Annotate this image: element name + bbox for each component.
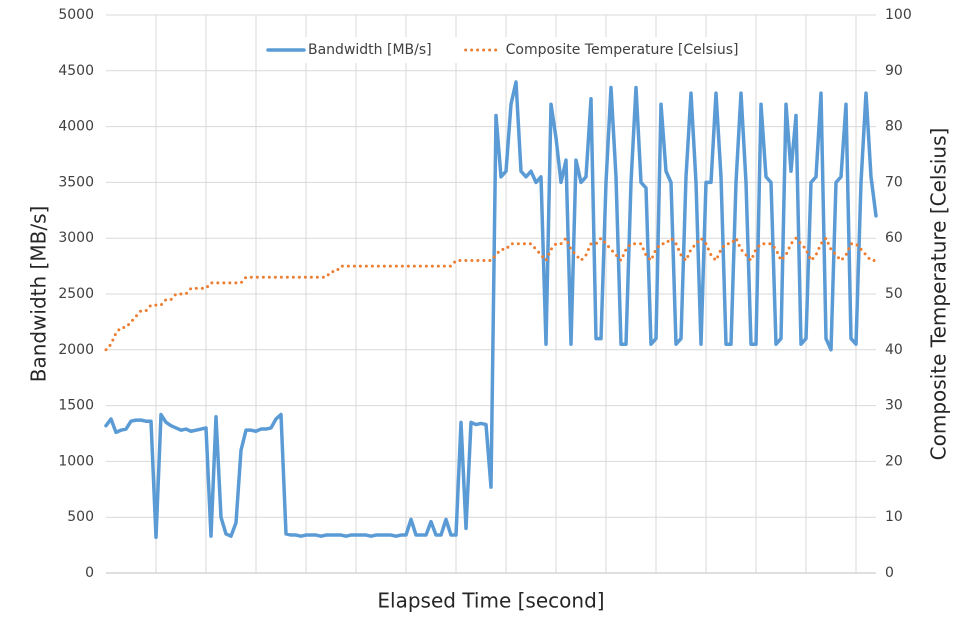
y-tick-label: 0 [85, 565, 94, 581]
y2-tick-label: 50 [885, 286, 903, 302]
y-tick-label: 500 [67, 509, 94, 525]
y2-tick-label: 0 [885, 565, 894, 581]
y2-tick-label: 20 [885, 453, 903, 469]
y2-axis-title: Composite Temperature [Celsius] [927, 128, 951, 461]
y2-tick-label: 80 [885, 119, 903, 135]
x-axis-title: Elapsed Time [second] [377, 589, 604, 613]
y-tick-label: 2000 [58, 342, 94, 358]
y2-tick-label: 70 [885, 174, 903, 190]
y2-tick-label: 30 [885, 398, 903, 414]
y-tick-label: 1500 [58, 398, 94, 414]
y2-tick-label: 10 [885, 509, 903, 525]
legend: Bandwidth [MB/s] Composite Temperature [C… [258, 37, 738, 63]
y-axis-title: Bandwidth [MB/s] [27, 206, 51, 383]
legend-label: Bandwidth [MB/s] [308, 42, 432, 58]
y2-tick-label: 40 [885, 342, 903, 358]
series-line [104, 236, 878, 352]
series-line [104, 80, 878, 540]
y2-tick-label: 100 [885, 7, 912, 23]
legend-background [258, 37, 728, 63]
y2-tick-label: 90 [885, 63, 903, 79]
y-tick-label: 4500 [58, 63, 94, 79]
y-tick-label: 4000 [58, 119, 94, 135]
y-tick-label: 2500 [58, 286, 94, 302]
legend-label: Composite Temperature [Celsius] [506, 42, 739, 58]
y2-tick-label: 60 [885, 230, 903, 246]
y-tick-label: 5000 [58, 7, 94, 23]
y-tick-label: 1000 [58, 453, 94, 469]
y-tick-label: 3500 [58, 174, 94, 190]
y-tick-label: 3000 [58, 230, 94, 246]
